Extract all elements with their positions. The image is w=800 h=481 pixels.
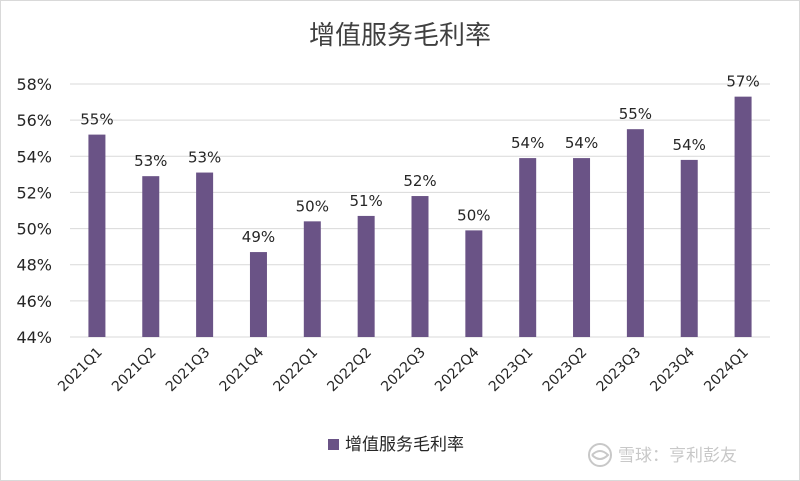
- bar: [573, 158, 591, 337]
- x-tick-label: 2022Q3: [378, 345, 429, 396]
- y-tick-label: 58%: [16, 75, 52, 94]
- bar: [88, 134, 106, 337]
- data-label: 50%: [296, 197, 329, 215]
- x-tick-label: 2021Q1: [55, 345, 106, 396]
- data-label: 50%: [457, 206, 490, 224]
- bar: [680, 159, 698, 337]
- data-label: 53%: [188, 149, 221, 167]
- x-tick-label: 2024Q1: [701, 345, 752, 396]
- snowball-logo-icon: [588, 443, 612, 467]
- x-tick-label: 2022Q2: [324, 345, 375, 396]
- x-tick-label: 2022Q1: [271, 345, 322, 396]
- data-label: 54%: [673, 136, 706, 154]
- x-tick-label: 2023Q3: [594, 345, 645, 396]
- bar: [196, 172, 214, 337]
- legend: 增值服务毛利率: [328, 435, 464, 455]
- y-tick-label: 54%: [16, 147, 52, 166]
- bar: [465, 230, 483, 337]
- bar: [142, 176, 160, 337]
- y-tick-label: 48%: [16, 256, 52, 275]
- data-label: 55%: [619, 105, 652, 123]
- y-tick-label: 56%: [16, 111, 52, 130]
- bar: [626, 129, 644, 337]
- watermark-text: 雪球：亨利彭友: [618, 446, 737, 466]
- y-tick-label: 46%: [16, 292, 52, 311]
- x-tick-label: 2021Q3: [163, 345, 214, 396]
- bar: [519, 158, 537, 337]
- watermark: 雪球：亨利彭友: [588, 443, 737, 467]
- y-axis: 44% 46% 48% 50% 52% 54% 56% 58%: [16, 75, 52, 347]
- chart-title: 增值服务毛利率: [309, 21, 491, 51]
- data-label: 49%: [242, 228, 275, 246]
- bars: [88, 96, 752, 338]
- x-tick-label: 2022Q4: [432, 344, 483, 395]
- bar: [734, 96, 752, 338]
- gridlines: [70, 83, 770, 338]
- data-label: 57%: [726, 73, 759, 91]
- y-tick-label: 52%: [16, 183, 52, 202]
- data-label: 52%: [403, 172, 436, 190]
- legend-swatch: [328, 439, 339, 450]
- y-tick-label: 50%: [16, 220, 52, 239]
- bar: [303, 221, 321, 337]
- data-label: 53%: [134, 152, 167, 170]
- data-label: 54%: [565, 134, 598, 152]
- x-tick-label: 2023Q1: [486, 345, 537, 396]
- bar: [411, 196, 429, 337]
- x-tick-label: 2021Q2: [109, 345, 160, 396]
- data-label: 54%: [511, 134, 544, 152]
- y-tick-label: 44%: [16, 328, 52, 347]
- x-tick-label: 2021Q4: [217, 344, 268, 395]
- x-tick-label: 2023Q4: [647, 344, 698, 395]
- data-label: 55%: [80, 111, 113, 129]
- x-axis: 2021Q1 2021Q2 2021Q3 2021Q4 2022Q1 2022Q2 2022…: [55, 344, 752, 395]
- legend-label: 增值服务毛利率: [345, 435, 464, 455]
- data-label: 51%: [349, 192, 382, 210]
- x-tick-label: 2023Q2: [540, 345, 591, 396]
- bar: [357, 215, 375, 337]
- bar: [249, 252, 267, 337]
- data-labels: 55% 53% 53% 49% 50% 51% 52% 50% 54% 54% 55% 54% 57%: [80, 73, 759, 246]
